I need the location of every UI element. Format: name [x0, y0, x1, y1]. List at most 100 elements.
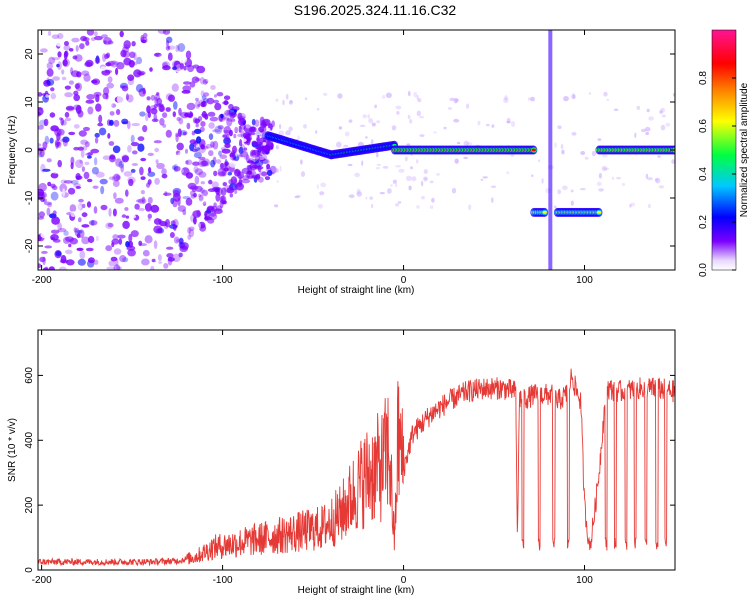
y-tick-label: 400	[24, 431, 35, 448]
spectrogram-noise-blob	[597, 138, 602, 141]
spectrogram-noise-blob	[223, 130, 230, 134]
spectrogram-noise-blob	[371, 203, 374, 209]
spectrogram-noise-blob	[406, 175, 412, 181]
spectrogram-noise-blob	[375, 167, 381, 170]
spectrogram-noise-blob	[193, 166, 199, 173]
spectrogram-noise-blob	[76, 230, 83, 234]
spectrogram-noise-blob	[238, 179, 243, 184]
spectrogram-noise-blob	[233, 133, 237, 139]
spectrogram-noise-blob	[179, 63, 185, 70]
spectrogram-noise-blob	[81, 166, 85, 172]
spectrogram-noise-blob	[73, 183, 81, 188]
spectrogram-noise-blob	[107, 222, 114, 228]
spectrogram-noise-blob	[323, 92, 328, 96]
spectrogram-noise-blob	[86, 30, 95, 36]
spectrogram-noise-blob	[561, 149, 565, 155]
spectrogram-noise-blob	[200, 181, 205, 185]
spectrogram-noise-blob	[74, 203, 82, 211]
spectrogram-noise-blob	[491, 124, 495, 128]
spectrogram-noise-blob	[132, 56, 141, 63]
spectrogram-noise-blob	[457, 141, 461, 145]
spectrogram-noise-blob	[411, 176, 417, 182]
spectrogram-noise-blob	[38, 92, 43, 97]
spectrogram-noise-blob	[38, 263, 42, 269]
spectrogram-noise-blob	[449, 97, 456, 102]
spectrogram-noise-blob	[176, 238, 184, 243]
spectrogram-noise-blob	[121, 85, 129, 92]
spectrogram-noise-blob	[159, 105, 166, 112]
spectrogram-noise-blob	[221, 148, 231, 154]
spectrogram-noise-blob	[527, 97, 531, 101]
spectrogram-noise-blob	[39, 256, 46, 263]
spectrogram-noise-blob	[130, 230, 139, 238]
spectrogram-noise-blob	[74, 83, 80, 90]
spectrogram-noise-blob	[102, 92, 109, 100]
spectrogram-noise-blob	[195, 77, 201, 82]
spectrogram-noise-blob	[138, 88, 147, 97]
spectrogram-noise-blob	[46, 207, 51, 216]
spectrogram-noise-blob	[243, 147, 248, 151]
spectrogram-noise-blob	[276, 180, 279, 183]
spectrogram-noise-blob	[603, 167, 610, 171]
spectrogram-noise-blob	[62, 139, 68, 147]
spectrogram-noise-blob	[125, 241, 130, 248]
spectrogram-noise-blob	[230, 176, 238, 185]
spectrogram-noise-blob	[422, 176, 428, 182]
spectrogram-noise-blob	[126, 120, 131, 130]
spectrogram-noise-blob	[129, 51, 136, 59]
spectrogram-noise-blob	[216, 187, 223, 196]
spectrogram-noise-blob	[94, 35, 103, 41]
spectrogram-noise-blob	[228, 129, 233, 137]
spectrogram-noise-blob	[254, 131, 262, 136]
spectrogram-noise-blob	[154, 52, 162, 57]
spectrogram-noise-blob	[571, 93, 576, 100]
spectrogram-noise-blob	[87, 152, 94, 156]
spectrogram-noise-blob	[60, 138, 66, 143]
spectrogram-noise-blob	[142, 125, 148, 133]
spectrogram-noise-blob	[251, 140, 258, 146]
spectrogram-noise-blob	[66, 259, 75, 266]
chart-title: S196.2025.324.11.16.C32	[293, 2, 457, 18]
spectrogram-noise-blob	[222, 182, 227, 187]
spectrogram-noise-blob	[207, 111, 216, 117]
colorbar-frame	[711, 29, 737, 271]
spectrogram-noise-blob	[114, 197, 124, 204]
spectrogram-noise-blob	[55, 41, 64, 47]
spectrogram-noise-blob	[646, 108, 650, 113]
spectrogram-noise-blob	[108, 141, 115, 146]
spectrogram-noise-blob	[250, 134, 258, 140]
spectrogram-noise-blob	[125, 215, 130, 219]
spectrogram-noise-blob	[368, 118, 374, 124]
spectrogram-noise-blob	[137, 198, 147, 205]
spectrogram-noise-blob	[419, 134, 425, 137]
spectrogram-noise-blob	[62, 58, 70, 68]
spectrogram-noise-blob	[285, 93, 289, 100]
spectrogram-noise-blob	[285, 130, 291, 136]
spectrogram-noise-blob	[94, 31, 98, 37]
spectrogram-noise-blob	[119, 30, 124, 38]
spectrogram-noise-blob	[140, 36, 148, 44]
spectrogram-noise-blob	[130, 142, 139, 147]
spectrogram-noise-blob	[579, 187, 586, 191]
spectrogram-noise-blob	[57, 159, 62, 168]
spectrogram-noise-blob	[183, 131, 187, 136]
spectrogram-noise-blob	[107, 40, 114, 45]
spectrogram-noise-blob	[162, 30, 171, 35]
spectrogram-noise-blob	[51, 216, 60, 225]
spectrogram-noise-blob	[238, 146, 244, 155]
spectrogram-noise-blob	[105, 62, 112, 67]
spectrogram-noise-blob	[294, 195, 300, 199]
spectrogram-noise-blob	[138, 240, 143, 246]
spectrogram-noise-blob	[172, 111, 176, 118]
spectrogram-noise-blob	[52, 76, 60, 81]
spectrogram-noise-blob	[300, 159, 303, 165]
spectrogram-noise-blob	[200, 101, 206, 108]
spectrogram-noise-blob	[165, 107, 171, 112]
spectrogram-noise-blob	[86, 94, 96, 100]
spectrogram-noise-blob	[147, 213, 152, 219]
spectrogram-noise-blob	[208, 133, 214, 141]
spectrogram-noise-blob	[79, 43, 85, 50]
spectrogram-noise-blob	[153, 225, 163, 234]
spectrogram-noise-blob	[115, 158, 122, 167]
spectrogram-noise-blob	[356, 188, 361, 194]
